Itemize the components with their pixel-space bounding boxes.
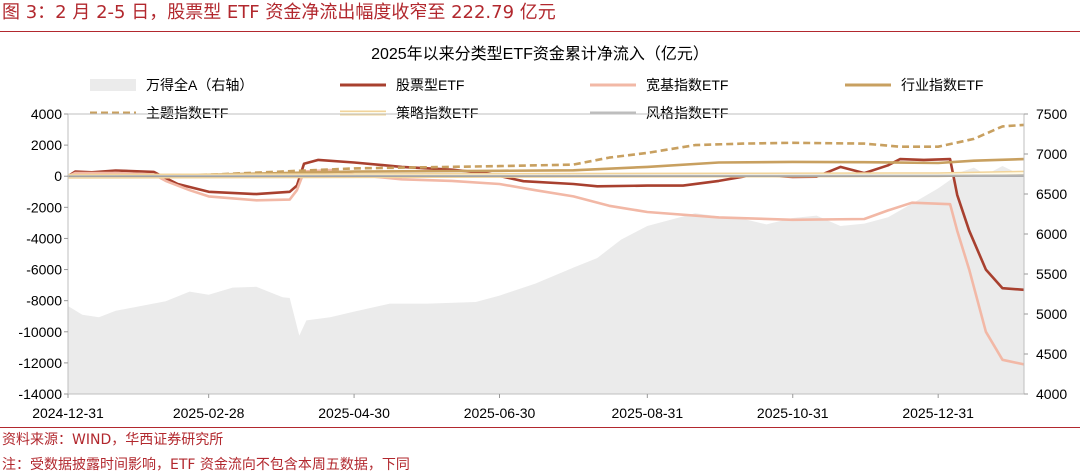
y-left-tick-label-8: -12000	[18, 355, 62, 371]
y-left-tick-label-5: -6000	[26, 262, 62, 278]
legend-item-行业指数ETF: 行业指数ETF	[845, 77, 983, 93]
source-note: 资料来源：WIND，华西证券研究所	[2, 432, 224, 448]
bottom-rule	[0, 427, 1080, 428]
y-left-tick-label-3: -2000	[26, 199, 62, 215]
legend-label: 宽基指数ETF	[646, 77, 728, 93]
etf-flow-chart: 2025年以来分类型ETF资金累计净流入（亿元） 万得全A（右轴） 股票型ETF 宽…	[18, 45, 1067, 421]
y-left-tick-label-7: -10000	[18, 324, 62, 340]
legend-item-策略指数ETF: 策略指数ETF	[340, 105, 478, 121]
legend-label: 策略指数ETF	[396, 105, 478, 121]
legend-label: 万得全A（右轴）	[146, 77, 253, 93]
plot-frame	[67, 113, 1025, 395]
legend-label: 风格指数ETF	[646, 105, 728, 121]
legend-swatch	[90, 79, 136, 91]
y-right-tick-label-6: 4500	[1036, 346, 1067, 362]
legend-label: 股票型ETF	[396, 77, 464, 93]
y-left-tick-label-1: 2000	[31, 137, 62, 153]
series-2-line	[67, 168, 1025, 366]
figure-title: 图 3：2 月 2-5 日，股票型 ETF 资金净流出幅度收窄至 222.79 …	[2, 2, 556, 23]
legend-item-股票型ETF: 股票型ETF	[340, 77, 464, 93]
y-left-tick-label-0: 4000	[31, 106, 62, 122]
x-tick-label-4: 2025-08-31	[612, 405, 684, 421]
x-tick-label-1: 2025-02-28	[173, 405, 245, 421]
area-layer	[68, 166, 1024, 394]
y-left-tick-label-4: -4000	[26, 230, 62, 246]
x-tick-label-2: 2025-04-30	[318, 405, 390, 421]
legend: 万得全A（右轴） 股票型ETF 宽基指数ETF 行业指数ETF 主题指数ETF 策略指数E…	[90, 77, 983, 121]
axes-layer: 4000 2000 0 -2000 -4000 -6000 -8000 -10000 -1200…	[18, 106, 1067, 421]
chart-title: 2025年以来分类型ETF资金累计净流入（亿元）	[371, 45, 709, 63]
x-tick-label-5: 2025-10-31	[757, 405, 829, 421]
x-tick-label-6: 2025-12-31	[902, 405, 974, 421]
y-right-tick-label-5: 5000	[1036, 306, 1067, 322]
series-4-line	[67, 123, 1025, 178]
y-right-tick-label-7: 4000	[1036, 386, 1067, 402]
legend-item-风格指数ETF: 风格指数ETF	[590, 105, 728, 121]
series-0-area	[68, 166, 1024, 394]
series-1-line	[67, 157, 1025, 292]
legend-item-万得全A: 万得全A（右轴）	[90, 77, 253, 93]
y-right-tick-label-1: 7000	[1036, 146, 1067, 162]
y-right-tick-label-2: 6500	[1036, 186, 1067, 202]
x-tick-label-3: 2025-06-30	[464, 405, 536, 421]
legend-item-宽基指数ETF: 宽基指数ETF	[590, 77, 728, 93]
y-left-tick-label-6: -8000	[26, 293, 62, 309]
legend-item-主题指数ETF: 主题指数ETF	[90, 105, 228, 121]
top-rule	[0, 31, 1080, 32]
y-right-tick-label-0: 7500	[1036, 106, 1067, 122]
legend-label: 主题指数ETF	[146, 105, 228, 121]
x-tick-label-0: 2024-12-31	[32, 405, 104, 421]
y-left-tick-label-9: -14000	[18, 386, 62, 402]
y-right-tick-label-4: 5500	[1036, 266, 1067, 282]
legend-label: 行业指数ETF	[901, 77, 983, 93]
y-right-tick-label-3: 6000	[1036, 226, 1067, 242]
y-left-tick-label-2: 0	[54, 168, 62, 184]
footnote: 注：受数据披露时间影响，ETF 资金流向不包含本周五数据，下同	[2, 457, 410, 473]
series-3-line	[67, 157, 1025, 178]
